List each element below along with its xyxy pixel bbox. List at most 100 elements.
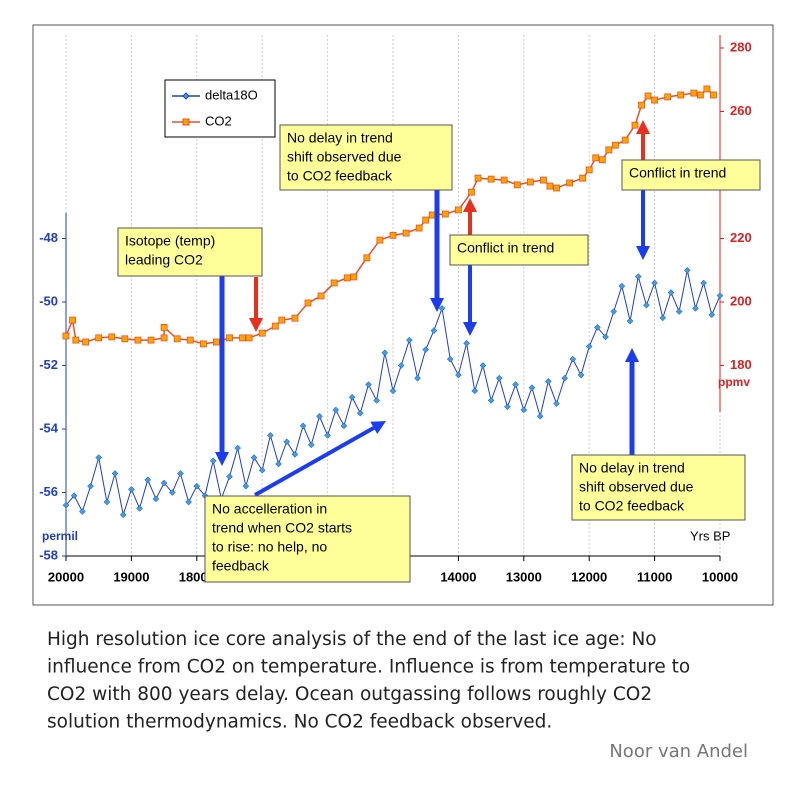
annotation-text: to rise: no help, no: [212, 539, 327, 555]
point: [659, 314, 667, 322]
annotation-text: No delay in trend: [579, 460, 685, 476]
point: [626, 317, 634, 325]
point: [651, 96, 658, 104]
point: [397, 362, 405, 369]
point: [356, 409, 364, 417]
y2-tick-label: 200: [730, 293, 752, 308]
legend-box: [164, 79, 276, 138]
point: [213, 338, 220, 346]
annotation-text: Isotope (temp): [125, 233, 215, 249]
point: [716, 292, 724, 300]
point: [160, 334, 168, 342]
point: [381, 349, 389, 357]
annotation-text: shift observed due: [287, 149, 402, 165]
point: [144, 476, 152, 484]
point: [690, 89, 698, 97]
point: [376, 236, 384, 244]
x-tick-label: 20000: [48, 569, 84, 584]
x-tick-label: 10000: [702, 569, 738, 584]
point: [275, 460, 282, 468]
y-axis-label: permil: [42, 529, 78, 543]
point: [602, 333, 609, 341]
arrow-head: [636, 120, 650, 134]
arrow-head: [636, 246, 650, 260]
point: [495, 374, 503, 382]
point: [291, 314, 299, 322]
annotation-box: [621, 159, 761, 191]
point: [199, 340, 207, 348]
point: [463, 339, 470, 347]
point: [239, 334, 246, 342]
point: [634, 273, 642, 280]
point: [245, 334, 253, 342]
annotation-text: Conflict in trend: [629, 165, 726, 181]
annotation-box: [204, 495, 411, 583]
point: [677, 91, 685, 99]
point: [291, 451, 299, 458]
x-tick-label: 14000: [440, 569, 476, 584]
point: [644, 92, 652, 100]
point: [474, 174, 482, 182]
point: [185, 498, 192, 506]
point: [579, 174, 587, 182]
point: [631, 121, 639, 129]
point: [316, 412, 323, 420]
point: [226, 473, 233, 480]
point: [283, 438, 291, 446]
point: [193, 482, 201, 490]
point: [82, 338, 90, 346]
point: [544, 378, 552, 385]
arrow-head: [625, 348, 639, 362]
point: [350, 273, 358, 281]
x-tick-label: 12000: [571, 569, 607, 584]
point: [226, 334, 233, 342]
point: [405, 336, 413, 344]
point: [168, 489, 176, 496]
caption-line: solution thermodynamics. No CO2 feedback…: [47, 712, 552, 733]
point: [373, 397, 381, 404]
point: [330, 279, 338, 287]
point: [422, 216, 430, 224]
point: [422, 346, 430, 353]
arrow-shaft: [254, 426, 375, 497]
arrow-head: [430, 298, 444, 312]
point: [186, 336, 194, 344]
point: [520, 406, 528, 414]
point: [540, 176, 547, 184]
legend-label: delta18O: [205, 87, 258, 102]
point: [512, 381, 519, 388]
annotation-box: [279, 124, 453, 191]
annotation-text: shift observed due: [579, 479, 694, 495]
point: [87, 482, 94, 490]
point: [267, 431, 274, 439]
annotation-text: trend when CO2 starts: [212, 520, 352, 536]
annotation-box: [449, 234, 589, 266]
point: [455, 371, 462, 379]
point: [611, 141, 619, 149]
point: [594, 324, 601, 331]
point: [536, 412, 544, 420]
point: [299, 422, 307, 430]
point: [324, 431, 331, 439]
point: [348, 393, 356, 401]
point: [242, 482, 250, 490]
annotation-text: feedback: [212, 558, 270, 574]
point: [585, 343, 593, 350]
caption-line: CO2 with 800 years delay. Ocean outgassi…: [47, 684, 652, 705]
x-axis-label: Yrs BP: [690, 528, 730, 543]
arrow-head: [249, 318, 263, 332]
annotation-text: Conflict in trend: [457, 240, 554, 256]
point: [553, 400, 560, 407]
y-tick-label: -58: [39, 547, 58, 562]
point: [696, 91, 704, 99]
annotation-text: to CO2 feedback: [579, 498, 685, 514]
y-tick-label: -50: [39, 293, 58, 308]
point: [111, 470, 119, 477]
point: [304, 299, 312, 307]
point: [147, 336, 155, 344]
point: [468, 188, 475, 196]
point: [278, 316, 286, 324]
point: [430, 327, 438, 334]
point: [234, 444, 242, 452]
